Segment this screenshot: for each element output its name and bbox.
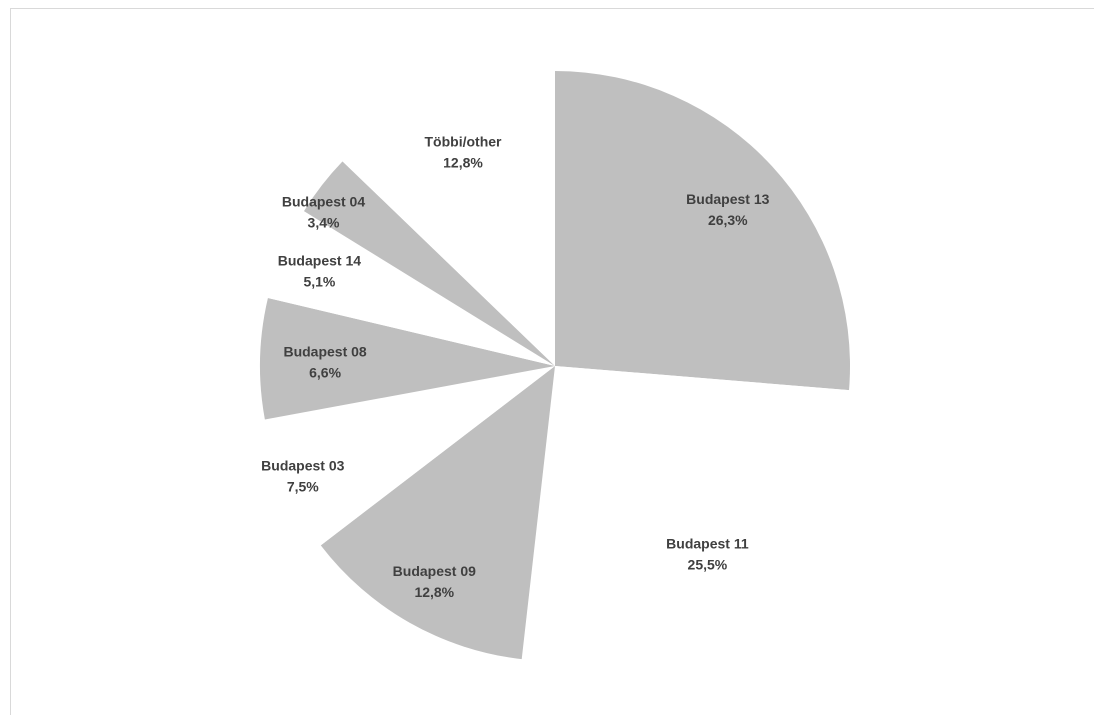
slice-label-budapest-04: Budapest 04 3,4% — [282, 194, 365, 231]
slice-value-budapest-13: 26,3% — [708, 212, 748, 228]
slice-label-budapest-13: Budapest 13 26,3% — [686, 191, 769, 228]
pie-slice-budapest-09 — [320, 366, 555, 660]
slice-value-budapest-09: 12,8% — [414, 584, 454, 600]
slice-label-t-bbi-other: Többi/other 12,8% — [425, 134, 503, 171]
slice-value-budapest-04: 3,4% — [308, 215, 340, 231]
slice-label-budapest-03: Budapest 03 7,5% — [261, 458, 344, 495]
slice-name-t-bbi-other: Többi/other — [425, 134, 503, 150]
slice-label-budapest-11: Budapest 11 25,5% — [666, 535, 749, 572]
slice-name-budapest-11: Budapest 11 — [666, 535, 749, 551]
slice-name-budapest-09: Budapest 09 — [393, 563, 476, 579]
slice-value-t-bbi-other: 12,8% — [443, 155, 483, 171]
slice-name-budapest-08: Budapest 08 — [283, 344, 366, 360]
pie-slice-budapest-08 — [259, 298, 555, 420]
pie-slice-budapest-13 — [555, 71, 851, 391]
slice-value-budapest-14: 5,1% — [303, 273, 335, 289]
pie-slices — [259, 70, 851, 662]
slice-label-budapest-14: Budapest 14 5,1% — [278, 252, 361, 289]
slice-label-budapest-09: Budapest 09 12,8% — [393, 563, 476, 600]
pie-slice-t-bbi-other — [342, 70, 555, 366]
pie-slice-budapest-04 — [303, 161, 555, 366]
pie-slice-budapest-11 — [521, 366, 850, 662]
slice-name-budapest-03: Budapest 03 — [261, 458, 344, 474]
slice-name-budapest-04: Budapest 04 — [282, 194, 365, 210]
slice-name-budapest-14: Budapest 14 — [278, 252, 361, 268]
slice-label-budapest-08: Budapest 08 6,6% — [283, 344, 366, 381]
slice-value-budapest-08: 6,6% — [309, 365, 341, 381]
slice-value-budapest-11: 25,5% — [688, 556, 728, 572]
pie-slice-budapest-03 — [264, 366, 555, 546]
slice-value-budapest-03: 7,5% — [287, 479, 319, 495]
slice-name-budapest-13: Budapest 13 — [686, 191, 769, 207]
pie-slice-budapest-14 — [267, 211, 555, 366]
